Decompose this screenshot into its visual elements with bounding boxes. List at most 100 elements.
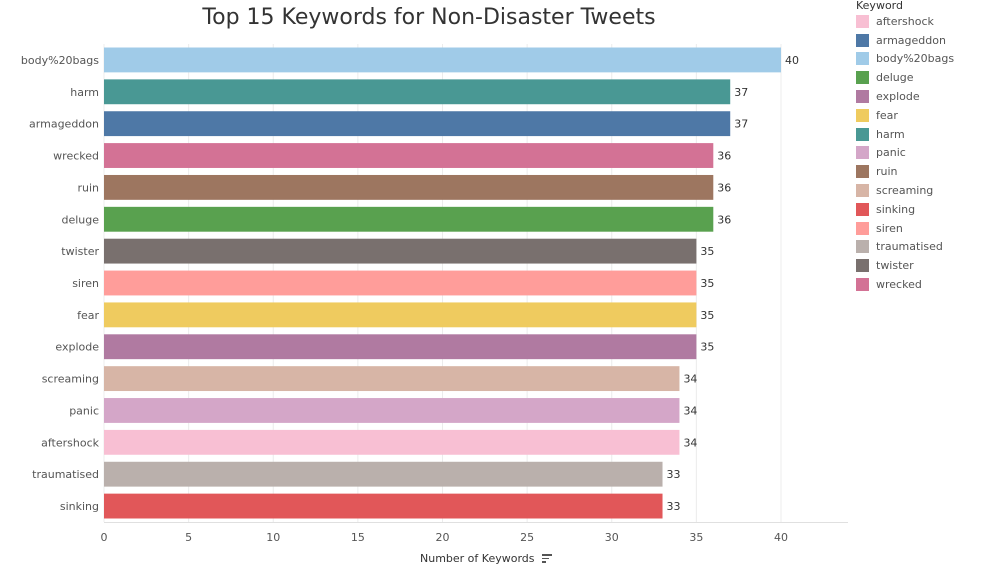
legend-item[interactable]: twister — [856, 256, 1004, 275]
bar[interactable] — [104, 493, 663, 519]
x-axis-label: Number of Keywords — [420, 552, 535, 565]
x-tick-label: 5 — [185, 531, 192, 544]
legend-label: wrecked — [876, 278, 922, 292]
bar[interactable] — [104, 366, 680, 392]
legend-label: screaming — [876, 184, 934, 198]
x-axis-ticks: 0 5 10 15 20 25 30 35 40 — [101, 531, 789, 544]
bars — [104, 47, 781, 519]
x-tick-label: 20 — [436, 531, 450, 544]
legend-swatch — [856, 278, 869, 292]
legend-swatch — [856, 52, 869, 66]
legend-swatch — [856, 14, 869, 28]
bar[interactable] — [104, 302, 697, 328]
y-tick-label: traumatised — [32, 468, 99, 481]
legend-item[interactable]: explode — [856, 87, 1004, 106]
legend-item[interactable]: fear — [856, 106, 1004, 125]
legend-item[interactable]: harm — [856, 125, 1004, 144]
y-tick-label: fear — [77, 309, 99, 322]
x-tick-label: 25 — [520, 531, 534, 544]
x-axis-title: Number of Keywords — [420, 552, 552, 565]
data-label: 37 — [734, 118, 748, 131]
x-tick-label: 35 — [689, 531, 703, 544]
sort-descending-icon[interactable] — [541, 554, 552, 563]
bar[interactable] — [104, 334, 697, 360]
bar[interactable] — [104, 429, 680, 455]
bar[interactable] — [104, 206, 714, 232]
value-labels: 40 37 37 36 36 36 35 35 35 35 34 34 34 33 33 — [667, 54, 799, 513]
legend-item[interactable]: siren — [856, 219, 1004, 238]
data-label: 36 — [717, 213, 731, 226]
bar[interactable] — [104, 79, 731, 105]
legend-item[interactable]: deluge — [856, 68, 1004, 87]
bar[interactable] — [104, 143, 714, 168]
legend-swatch — [856, 221, 869, 235]
legend-swatch — [856, 259, 869, 273]
legend-label: body%20bags — [876, 52, 955, 66]
y-tick-label: armageddon — [29, 118, 99, 131]
x-tick-label: 0 — [101, 531, 108, 544]
legend-item[interactable]: traumatised — [856, 238, 1004, 257]
y-axis-labels: body%20bags harm armageddon wrecked ruin delu… — [21, 54, 100, 513]
legend-swatch — [856, 165, 869, 179]
bar[interactable] — [104, 174, 714, 200]
legend-swatch — [856, 146, 869, 160]
y-tick-label: screaming — [42, 373, 99, 386]
x-tick-label: 30 — [605, 531, 619, 544]
legend: Keyword aftershock armageddon body%20bags d… — [856, 0, 1004, 294]
legend-label: sinking — [876, 202, 916, 216]
legend-label: explode — [876, 90, 920, 104]
x-tick-label: 15 — [351, 531, 365, 544]
y-tick-label: sinking — [60, 500, 99, 513]
legend-label: deluge — [876, 71, 914, 85]
legend-item[interactable]: sinking — [856, 200, 1004, 219]
y-tick-label: wrecked — [53, 150, 99, 163]
legend-label: fear — [876, 108, 898, 122]
legend-label: harm — [876, 127, 905, 141]
legend-label: aftershock — [876, 14, 934, 28]
legend-item[interactable]: ruin — [856, 162, 1004, 181]
bar[interactable] — [104, 270, 697, 296]
chart-title: Top 15 Keywords for Non-Disaster Tweets — [202, 5, 656, 30]
legend-swatch — [856, 240, 869, 254]
x-tick-label: 40 — [774, 531, 788, 544]
legend-item[interactable]: body%20bags — [856, 50, 1004, 69]
data-label: 33 — [667, 468, 681, 481]
data-label: 35 — [700, 309, 714, 322]
legend-item[interactable]: armageddon — [856, 31, 1004, 50]
data-label: 35 — [700, 341, 714, 354]
y-tick-label: deluge — [61, 213, 99, 226]
bar[interactable] — [104, 238, 697, 264]
data-label: 40 — [785, 54, 799, 67]
bar[interactable] — [104, 461, 663, 487]
legend-item[interactable]: aftershock — [856, 12, 1004, 31]
legend-items: aftershock armageddon body%20bags deluge exp… — [856, 12, 1004, 294]
legend-title: Keyword — [856, 0, 903, 12]
legend-item[interactable]: wrecked — [856, 275, 1004, 294]
y-tick-label: body%20bags — [21, 54, 99, 67]
legend-label: siren — [876, 221, 903, 235]
y-tick-label: aftershock — [41, 436, 100, 449]
legend-swatch — [856, 127, 869, 141]
data-label: 35 — [700, 245, 714, 258]
legend-item[interactable]: panic — [856, 144, 1004, 163]
data-label: 34 — [683, 404, 697, 417]
legend-swatch — [856, 184, 869, 198]
legend-label: twister — [876, 259, 914, 273]
legend-item[interactable]: screaming — [856, 181, 1004, 200]
legend-swatch — [856, 90, 869, 104]
legend-label: ruin — [876, 165, 898, 179]
legend-swatch — [856, 33, 869, 47]
legend-swatch — [856, 71, 869, 85]
y-tick-label: panic — [69, 404, 99, 417]
y-tick-label: twister — [61, 245, 99, 258]
y-tick-label: siren — [72, 277, 99, 290]
bar[interactable] — [104, 111, 731, 137]
data-label: 36 — [717, 150, 731, 163]
y-tick-label: harm — [70, 86, 99, 99]
legend-swatch — [856, 202, 869, 216]
data-label: 34 — [683, 436, 697, 449]
bar[interactable] — [104, 398, 680, 423]
bar[interactable] — [104, 47, 781, 73]
data-label: 34 — [683, 373, 697, 386]
y-tick-label: explode — [55, 341, 99, 354]
